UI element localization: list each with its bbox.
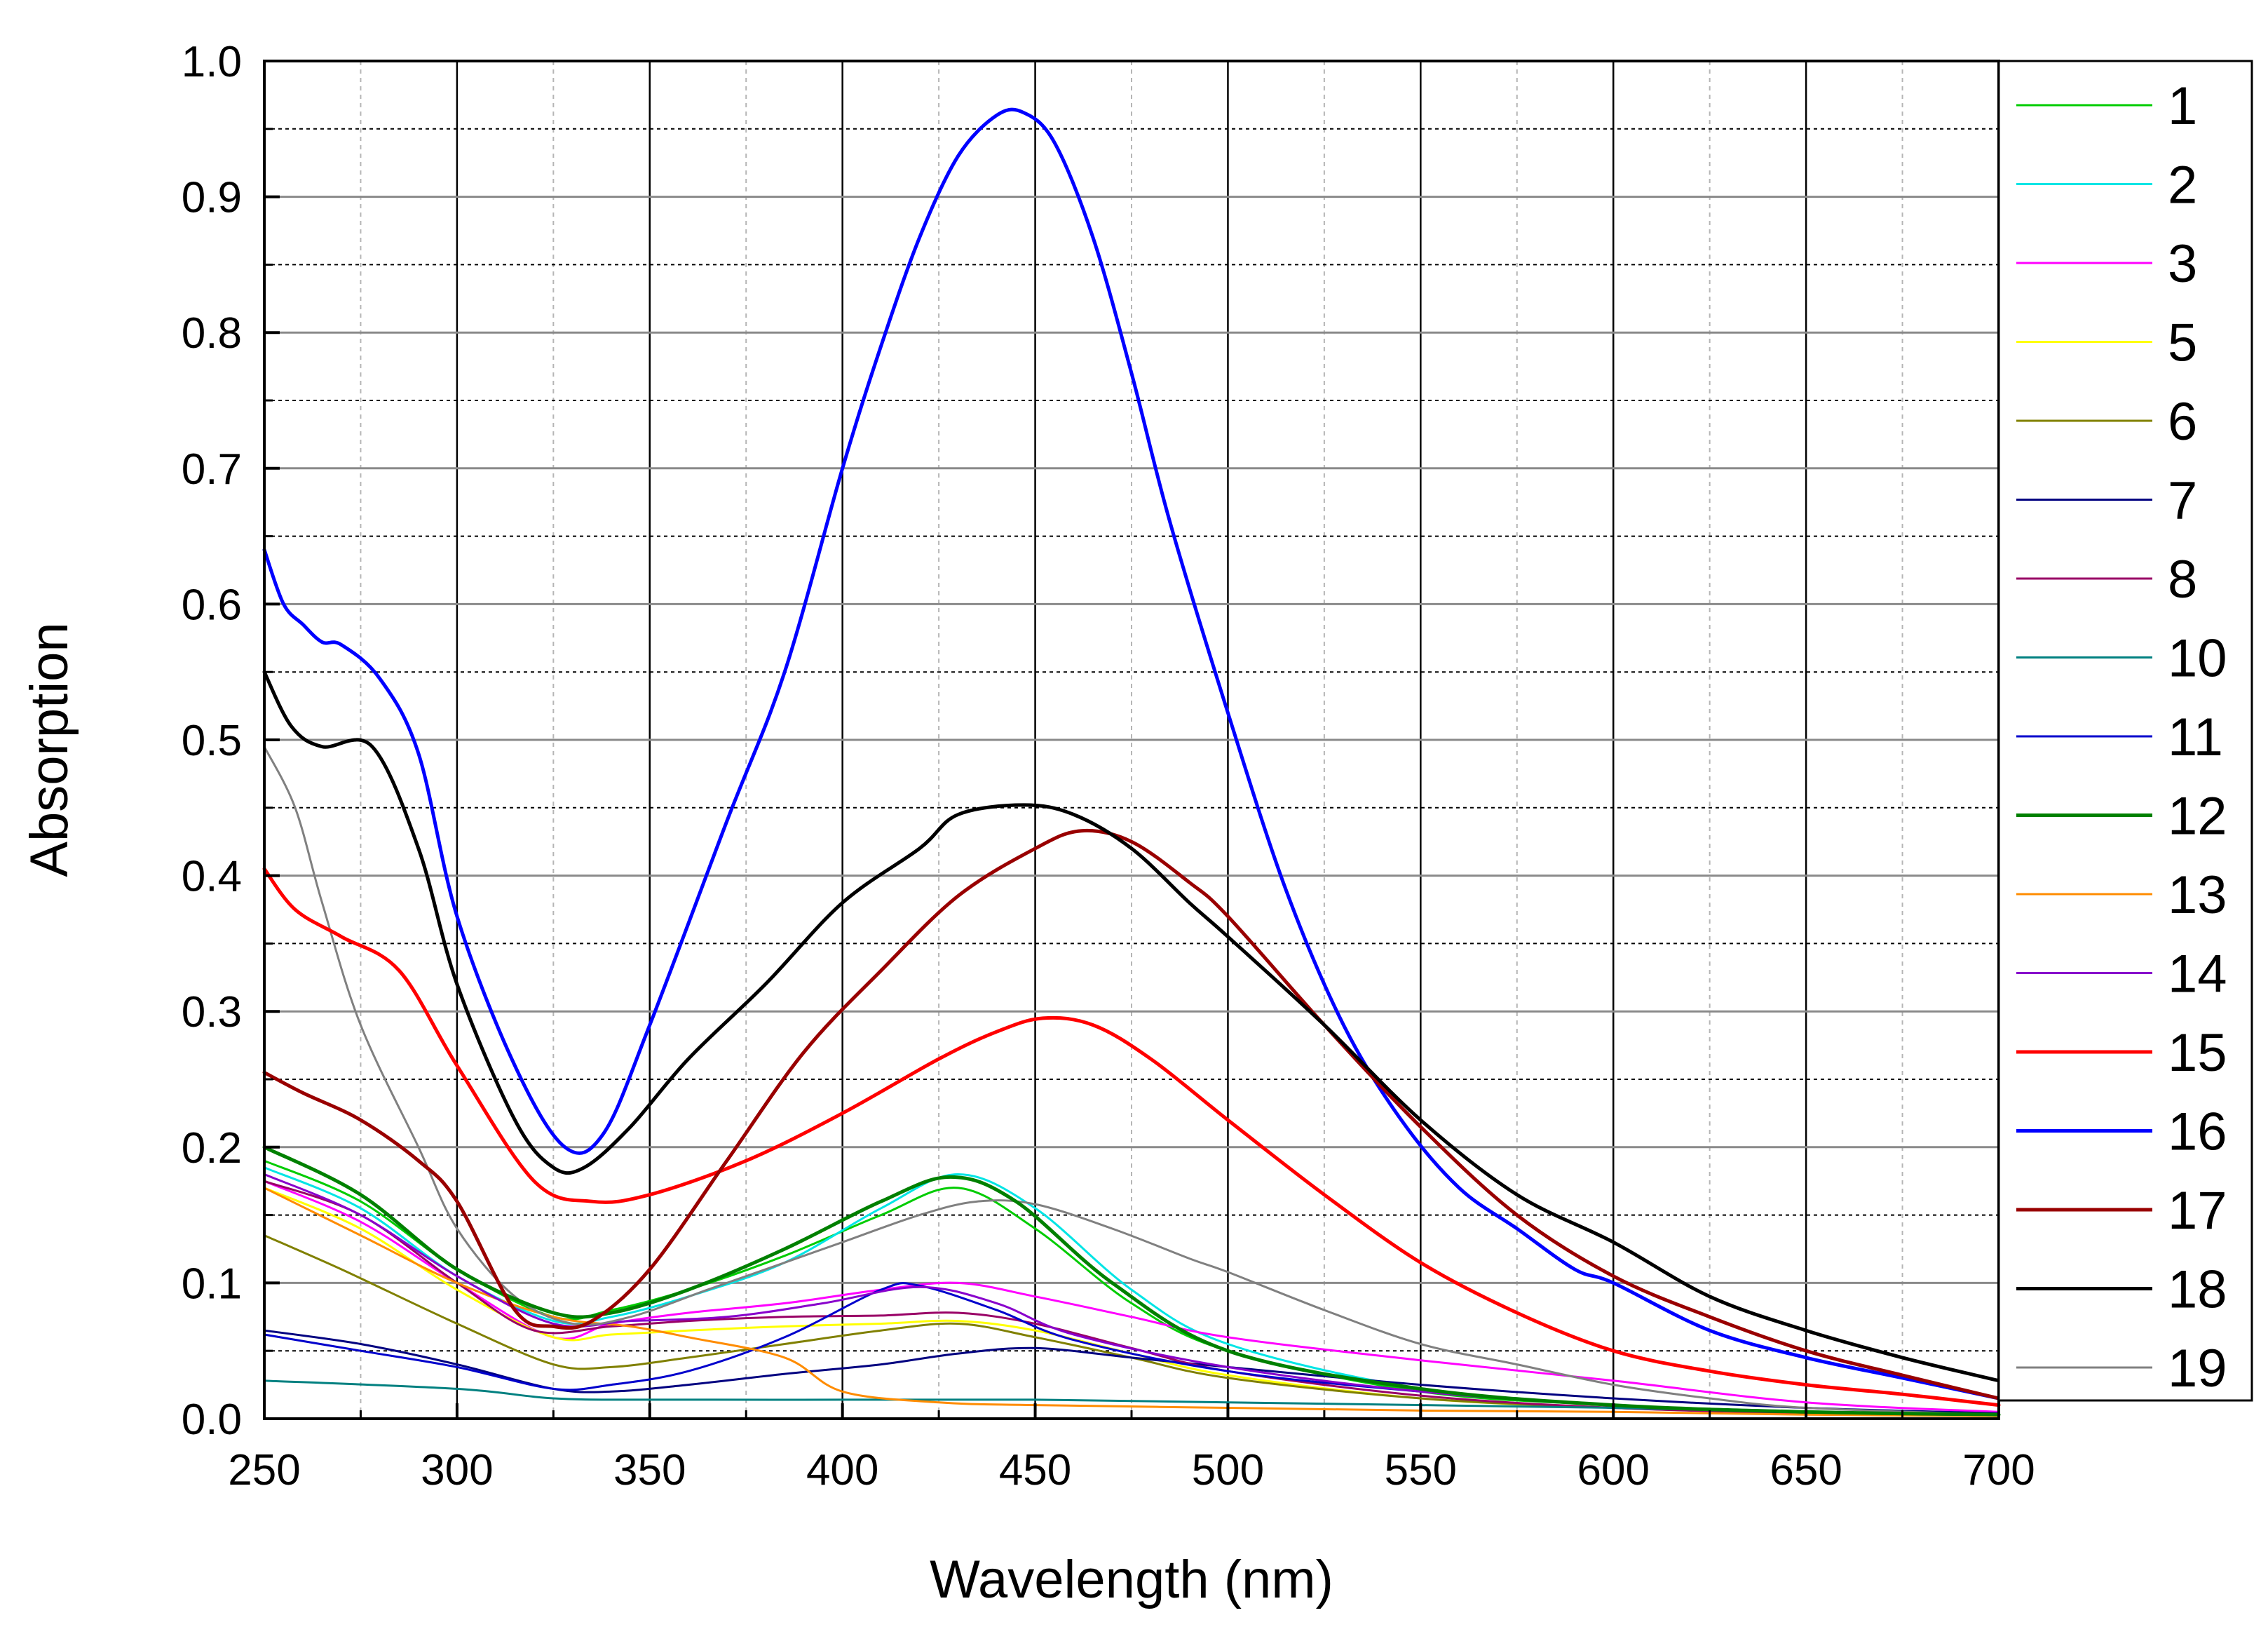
legend-item-13: 13 (2016, 865, 2227, 925)
legend-item-7: 7 (2016, 471, 2197, 531)
y-tick-label: 0.1 (182, 1260, 242, 1308)
series-line-16 (262, 107, 2001, 1400)
legend-item-1: 1 (2016, 76, 2197, 136)
y-axis-tick-labels: 0.0 0.1 0.2 0.3 0.4 0.5 0.6 0.7 0.8 0.9 1.0 (182, 38, 242, 1444)
legend-label-7: 7 (2168, 471, 2197, 531)
legend-label-8: 8 (2168, 550, 2197, 609)
x-tick-label: 400 (806, 1446, 878, 1494)
legend-label-3: 3 (2168, 234, 2197, 294)
series-line-12 (262, 1145, 2001, 1417)
legend-item-11: 11 (2016, 708, 2223, 767)
legend-item-15: 15 (2016, 1023, 2227, 1083)
legend-label-19: 19 (2168, 1339, 2227, 1398)
legend-item-8: 8 (2016, 550, 2197, 609)
legend-item-10: 10 (2016, 629, 2227, 689)
legend-item-6: 6 (2016, 392, 2197, 452)
legend-frame (1997, 60, 2253, 1402)
legend-item-14: 14 (2016, 945, 2227, 1004)
y-tick-label: 0.2 (182, 1124, 242, 1173)
legend-label-16: 16 (2168, 1102, 2227, 1162)
axis-ticks (263, 60, 2000, 1420)
legend-label-6: 6 (2168, 392, 2197, 452)
legend-label-14: 14 (2168, 945, 2227, 1004)
legend-item-2: 2 (2016, 156, 2197, 215)
y-tick-label: 1.0 (182, 38, 242, 86)
legend-label-5: 5 (2168, 313, 2197, 373)
y-tick-label: 0.6 (182, 581, 242, 629)
y-tick-label: 0.3 (182, 988, 242, 1037)
legend-label-1: 1 (2168, 76, 2197, 136)
legend-item-17: 17 (2016, 1181, 2227, 1241)
series-line-17 (262, 828, 2001, 1400)
legend-label-2: 2 (2168, 156, 2197, 215)
legend-label-18: 18 (2168, 1260, 2227, 1320)
series-lines (262, 107, 2001, 1417)
series-line-3 (263, 1180, 2000, 1413)
y-axis-label: Absorption (20, 622, 79, 877)
x-tick-label: 350 (613, 1446, 686, 1494)
y-tick-label: 0.7 (182, 445, 242, 494)
legend-item-18: 18 (2016, 1260, 2227, 1320)
legend-item-16: 16 (2016, 1102, 2227, 1162)
x-axis-tick-labels: 250 300 350 400 450 500 550 600 650 700 (228, 1446, 2035, 1494)
y-tick-label: 0.0 (182, 1396, 242, 1444)
y-tick-label: 0.4 (182, 853, 242, 901)
x-tick-label: 550 (1385, 1446, 1457, 1494)
x-tick-label: 700 (1962, 1446, 2035, 1494)
x-tick-label: 300 (421, 1446, 493, 1494)
y-tick-label: 0.9 (182, 174, 242, 222)
legend-label-17: 17 (2168, 1181, 2227, 1241)
y-tick-label: 0.8 (182, 309, 242, 358)
x-axis-label: Wavelength (nm) (930, 1550, 1333, 1609)
legend-item-3: 3 (2016, 234, 2197, 294)
legend-item-12: 12 (2016, 787, 2227, 846)
legend-label-13: 13 (2168, 865, 2227, 925)
legend-item-19: 19 (2016, 1339, 2227, 1398)
x-tick-label: 450 (999, 1446, 1071, 1494)
series-line-15 (262, 867, 2001, 1407)
legend-label-15: 15 (2168, 1023, 2227, 1083)
y-tick-label: 0.5 (182, 717, 242, 765)
x-tick-label: 600 (1577, 1446, 1649, 1494)
plot-area (262, 60, 2001, 1420)
legend-label-11: 11 (2168, 708, 2223, 767)
legend-label-10: 10 (2168, 629, 2227, 689)
x-tick-label: 250 (228, 1446, 300, 1494)
series-line-18 (262, 670, 2001, 1383)
x-tick-label: 650 (1770, 1446, 1842, 1494)
series-line-19 (263, 745, 2000, 1416)
legend-item-5: 5 (2016, 313, 2197, 373)
grid-lines (264, 61, 1999, 1419)
x-tick-label: 500 (1192, 1446, 1264, 1494)
legend-label-12: 12 (2168, 787, 2227, 846)
